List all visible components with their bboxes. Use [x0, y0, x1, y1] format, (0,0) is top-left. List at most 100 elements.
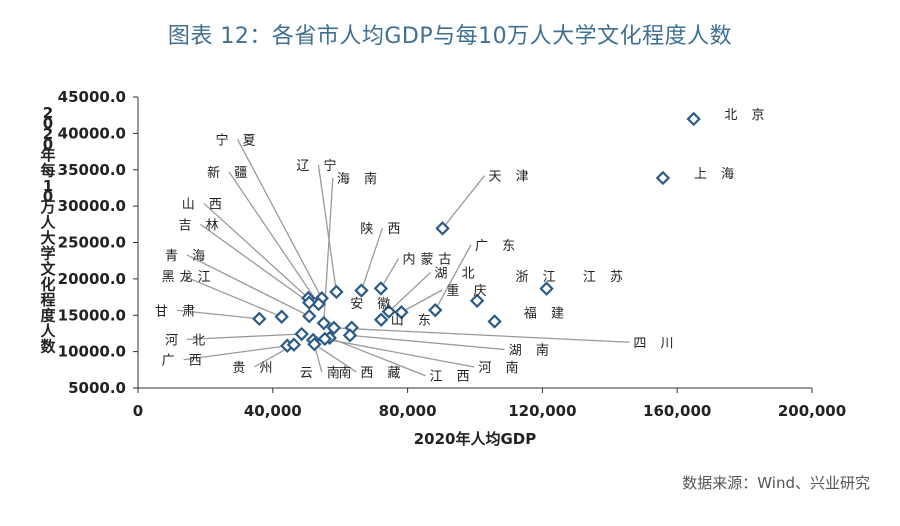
y-axis-label-char: 每: [40, 162, 55, 180]
y-axis-label-char: 度: [40, 307, 56, 325]
data-point-label: 河 南: [478, 360, 523, 376]
x-tick-label: 40,000: [244, 402, 302, 420]
y-axis-label-char: 1: [43, 177, 53, 195]
leader-line: [329, 337, 426, 377]
y-axis-label-char: 文: [40, 260, 56, 278]
y-axis-label-char: 人: [40, 214, 56, 232]
data-point-label: 河 北: [165, 333, 210, 348]
chart-title: 图表 12：各省市人均GDP与每10万人大学文化程度人数: [167, 24, 733, 49]
leader-line: [183, 345, 288, 361]
data-point-marker: [394, 305, 409, 320]
data-point-marker: [487, 314, 502, 329]
x-tick-label: 80,000: [379, 402, 437, 420]
data-point-label: 山 西: [182, 197, 227, 212]
y-axis-label-char: 程: [40, 291, 55, 309]
scatter-chart: 5000.0 10000.0 15000.0 20000.0 25000.0 30000.…: [39, 88, 846, 448]
data-point-marker: [252, 311, 267, 327]
data-point-marker: [302, 308, 317, 324]
leader-line: [442, 175, 485, 229]
data-point-marker: [373, 312, 389, 327]
data-point-label: 海 南: [337, 171, 382, 187]
axes: 5000.0 10000.0 15000.0 20000.0 25000.0 30000.…: [58, 88, 846, 420]
data-point-marker: [354, 283, 369, 298]
data-point-label: 吉 林: [178, 218, 223, 233]
data-point-label: 江 苏: [583, 269, 628, 285]
leader-line: [186, 333, 302, 340]
data-point-label: 西 藏: [360, 366, 405, 381]
data-point-marker: [311, 296, 326, 312]
data-point-label: 上 海: [694, 167, 739, 182]
data-point-marker: [274, 309, 289, 324]
leader-line: [401, 289, 443, 313]
data-source: 数据来源：Wind、兴业研究: [682, 474, 870, 492]
y-tick-label: 10000.0: [58, 343, 126, 361]
data-point-label: 辽 宁: [296, 158, 341, 174]
leader-line: [349, 334, 505, 351]
y-axis-label-char: 年: [40, 146, 55, 164]
x-tick-label: 0: [133, 402, 143, 420]
y-axis-label-char: 大: [40, 229, 55, 247]
data-point-marker: [469, 293, 485, 308]
data-point-marker: [435, 221, 450, 236]
leader-line: [183, 275, 282, 318]
y-axis-label-char: 人: [40, 322, 56, 340]
x-axis-label: 2020年人均GDP: [414, 430, 537, 448]
leader-line: [228, 171, 320, 305]
data-point-marker: [342, 328, 358, 343]
y-axis-label-char: 学: [40, 245, 55, 263]
data-point-marker: [381, 304, 397, 319]
y-tick-label: 5000.0: [68, 379, 126, 397]
y-tick-label: 40000.0: [58, 124, 126, 142]
data-point-label: 浙 江: [515, 270, 560, 285]
data-point-label: 云 南: [300, 365, 345, 381]
y-axis-label-char: 万: [39, 198, 55, 216]
data-point-marker: [329, 284, 344, 300]
leader-line: [324, 338, 475, 368]
data-point-label: 四 川: [633, 336, 678, 351]
y-axis-label-char: 2: [43, 104, 53, 122]
leader-line: [360, 227, 384, 291]
leader-line: [434, 244, 472, 311]
data-point-label: 青 海: [165, 249, 210, 264]
leader-line: [203, 202, 309, 299]
y-axis-label-char: 0: [43, 188, 53, 206]
y-axis-label-char: 0: [43, 115, 53, 133]
data-point-label: 山 东: [391, 314, 436, 329]
data-point-label: 陕 西: [360, 222, 405, 237]
leader-line: [314, 343, 357, 373]
y-axis-label-char: 数: [40, 338, 56, 356]
leader-line: [333, 327, 630, 343]
leader-line: [380, 258, 400, 289]
data-points: [252, 111, 701, 353]
y-tick-label: 30000.0: [58, 197, 126, 215]
x-tick-label: 200,000: [778, 402, 846, 420]
x-tick-label: 120,000: [508, 402, 576, 420]
y-tick-label: 15000.0: [58, 306, 126, 324]
y-tick-label: 25000.0: [58, 234, 126, 252]
data-point-marker: [316, 315, 332, 331]
data-point-label: 南: [339, 365, 357, 381]
leader-lines: [176, 138, 630, 377]
data-point-label: 广 东: [475, 239, 520, 254]
data-point-label: 新 疆: [207, 165, 252, 181]
leader-line: [388, 271, 432, 313]
data-point-label: 天 津: [488, 170, 533, 185]
y-axis-label: 2 0 2 0 年每 1 0 万人大学文化程度人数: [39, 104, 56, 356]
data-point-label: 广 西: [162, 354, 207, 369]
leader-line: [186, 254, 310, 317]
leader-line: [236, 138, 323, 299]
leader-line: [200, 223, 310, 304]
data-point-marker: [655, 170, 671, 186]
y-tick-label: 20000.0: [58, 270, 126, 288]
data-point-marker: [307, 336, 322, 352]
y-axis-label-char: 0: [43, 136, 53, 154]
data-point-label: 甘 肃: [155, 304, 200, 319]
x-tick-label: 160,000: [643, 402, 711, 420]
data-point-marker: [317, 331, 333, 347]
leader-line: [176, 309, 260, 320]
data-point-marker: [373, 281, 389, 296]
y-axis-label-char: 2: [43, 125, 53, 143]
data-point-label: 安 徽: [350, 297, 395, 312]
data-point-marker: [539, 281, 554, 296]
data-point-label: 福 建: [524, 306, 569, 321]
